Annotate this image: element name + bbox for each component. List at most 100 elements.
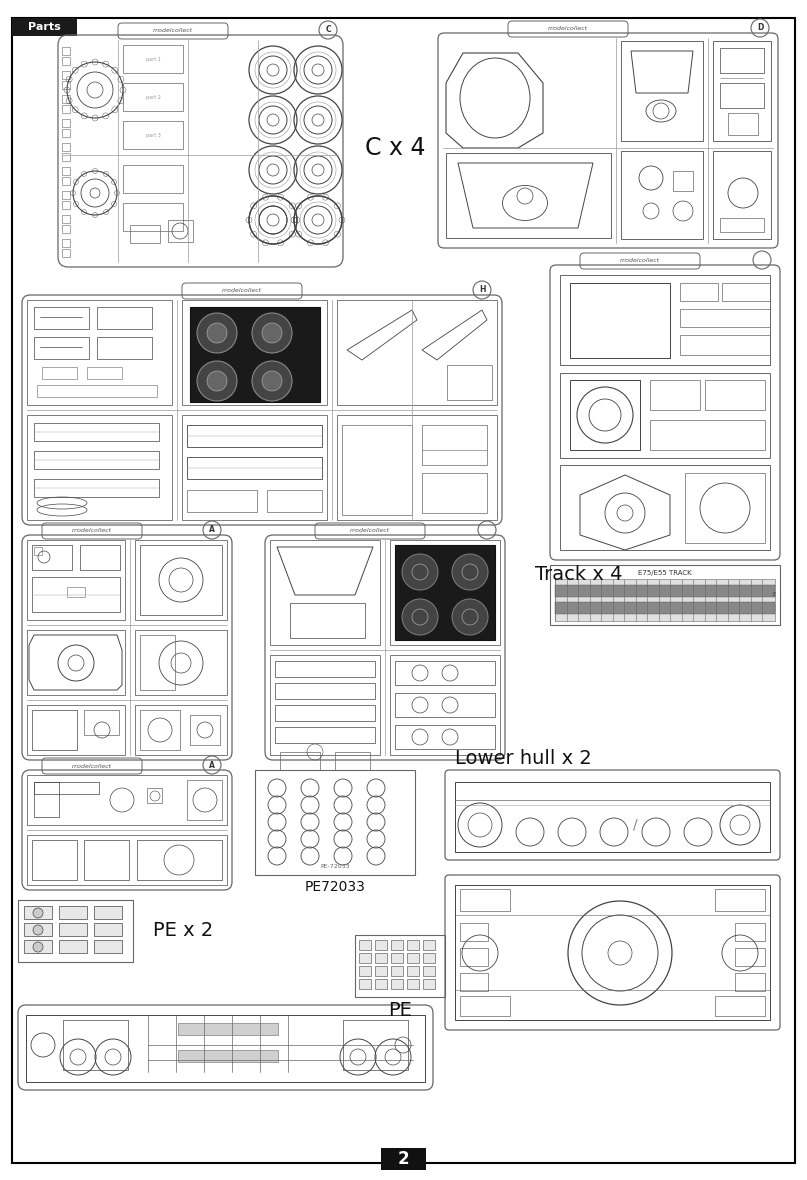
Bar <box>560 275 770 365</box>
Bar <box>140 635 175 690</box>
Bar <box>32 840 77 880</box>
Bar <box>570 283 670 358</box>
Bar <box>407 979 419 989</box>
Bar <box>460 948 488 966</box>
Text: D: D <box>757 24 763 33</box>
Circle shape <box>402 599 438 635</box>
Text: PE x 2: PE x 2 <box>153 922 213 940</box>
Bar <box>446 153 611 238</box>
Text: modelcollect: modelcollect <box>153 28 193 33</box>
Bar <box>342 425 412 514</box>
Bar <box>713 41 771 140</box>
Bar <box>359 940 371 950</box>
Bar <box>62 71 70 79</box>
Bar <box>34 782 59 817</box>
Bar <box>555 585 775 597</box>
Bar <box>62 119 70 127</box>
Bar <box>735 948 765 966</box>
Bar <box>62 143 70 151</box>
Bar <box>27 630 125 695</box>
Circle shape <box>33 907 43 918</box>
Bar <box>62 153 70 160</box>
Bar <box>355 935 445 997</box>
Bar <box>713 151 771 240</box>
Bar <box>275 683 375 699</box>
Bar <box>337 300 497 405</box>
Bar <box>395 725 495 749</box>
Bar <box>395 545 495 640</box>
Bar <box>391 940 403 950</box>
Text: part 2: part 2 <box>145 94 161 99</box>
Bar <box>455 782 770 852</box>
Bar <box>275 661 375 677</box>
Bar <box>270 540 380 645</box>
Bar <box>187 780 222 820</box>
Bar <box>34 422 159 441</box>
Circle shape <box>262 371 282 391</box>
Bar <box>62 177 70 185</box>
Text: modelcollect: modelcollect <box>620 258 660 263</box>
Bar <box>32 577 120 612</box>
Bar <box>685 473 765 543</box>
Bar <box>97 337 152 359</box>
Bar <box>391 966 403 976</box>
Bar <box>455 885 770 1020</box>
Bar <box>24 906 52 919</box>
Bar <box>24 923 52 936</box>
Bar <box>178 1023 278 1035</box>
Text: modelcollect: modelcollect <box>548 26 588 32</box>
Bar <box>182 415 327 520</box>
Bar <box>94 923 122 936</box>
Bar <box>390 655 500 755</box>
Bar <box>97 307 152 329</box>
Bar <box>423 953 435 963</box>
Bar <box>735 974 765 991</box>
Bar <box>673 171 693 191</box>
Bar <box>391 953 403 963</box>
Bar <box>555 602 775 614</box>
Text: A: A <box>209 525 215 535</box>
Bar <box>34 451 159 468</box>
Bar <box>650 380 700 409</box>
Bar <box>375 953 387 963</box>
Bar <box>27 704 125 755</box>
Bar <box>178 1050 278 1062</box>
Bar <box>62 81 70 88</box>
Bar <box>140 710 180 750</box>
Text: PE72033: PE72033 <box>304 880 366 894</box>
Bar <box>570 380 640 450</box>
Text: modelcollect: modelcollect <box>350 529 390 533</box>
Bar <box>255 771 415 876</box>
Bar <box>62 57 70 65</box>
Text: E75/E55 TRACK: E75/E55 TRACK <box>638 570 692 576</box>
Bar <box>62 105 70 113</box>
Bar <box>59 923 87 936</box>
Bar <box>42 367 77 379</box>
Bar <box>62 96 70 103</box>
Text: PE: PE <box>388 1002 412 1021</box>
Bar <box>27 775 227 825</box>
Bar <box>187 425 322 447</box>
Bar <box>335 752 370 771</box>
Bar <box>18 900 133 962</box>
Bar <box>87 367 122 379</box>
Bar <box>290 603 365 638</box>
Bar <box>621 41 703 140</box>
Bar <box>135 630 227 695</box>
Bar <box>720 83 764 109</box>
Circle shape <box>207 323 227 343</box>
Bar <box>375 940 387 950</box>
Bar <box>460 974 488 991</box>
Bar <box>343 1020 408 1070</box>
Text: Track x 4: Track x 4 <box>535 565 622 584</box>
Bar <box>359 979 371 989</box>
Bar <box>135 540 227 620</box>
Bar <box>715 889 765 911</box>
Bar <box>407 966 419 976</box>
Bar <box>137 840 222 880</box>
Bar <box>135 704 227 755</box>
Bar <box>460 889 510 911</box>
Bar <box>460 996 510 1016</box>
Circle shape <box>402 553 438 590</box>
Bar <box>27 415 172 520</box>
